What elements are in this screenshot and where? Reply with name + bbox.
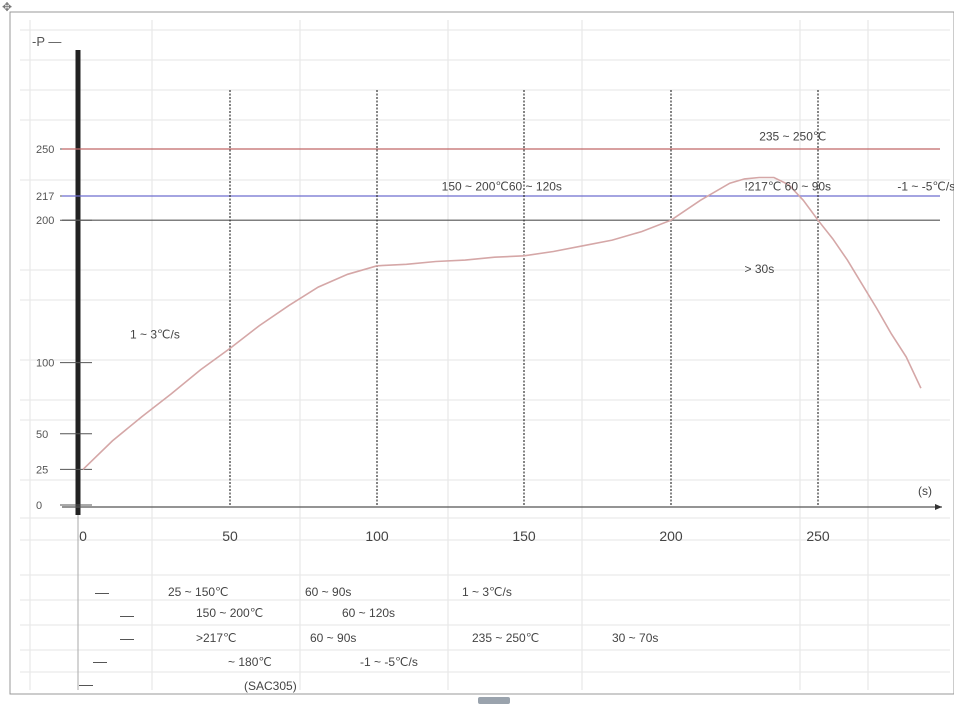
note-1-b: 60 ~ 90s (305, 585, 352, 599)
note-3-a: >217℃ (196, 631, 237, 645)
y-tick-label-50: 50 (36, 429, 48, 441)
note-dash-5 (79, 685, 93, 686)
y-axis-label: -P — (32, 34, 61, 49)
note-3-b: 60 ~ 90s (310, 631, 357, 645)
y-tick-label-25: 25 (36, 464, 48, 476)
x-tick-label-50: 50 (222, 528, 238, 544)
y-tick-label-200: 200 (36, 215, 54, 227)
y-tick-label-100: 100 (36, 358, 54, 370)
annotation-1: 150 ~ 200℃60 ~ 120s (442, 179, 562, 193)
note-3-d: 30 ~ 70s (612, 631, 659, 645)
x-tick-label-0: 0 (79, 528, 87, 544)
note-3-c: 235 ~ 250℃ (472, 631, 540, 645)
note-dash-3 (120, 639, 134, 640)
note-1-c: 1 ~ 3℃/s (462, 585, 512, 599)
x-axis-label: (s) (918, 484, 932, 498)
note-dash-2 (120, 616, 134, 617)
x-tick-label-200: 200 (659, 528, 683, 544)
annotation-0: 235 ~ 250℃ (759, 129, 826, 143)
x-tick-label-150: 150 (512, 528, 536, 544)
note-4-b: -1 ~ -5℃/s (360, 655, 418, 669)
note-2-a: 150 ~ 200℃ (196, 606, 264, 620)
y-tick-label-0: 0 (36, 500, 42, 512)
x-tick-label-250: 250 (806, 528, 830, 544)
move-icon[interactable]: ✥ (1, 0, 13, 14)
note-4-a: ~ 180℃ (228, 655, 272, 669)
x-axis-arrow (935, 504, 942, 510)
annotation-5: 1 ~ 3℃/s (130, 327, 180, 341)
y-tick-label-217: 217 (36, 191, 54, 203)
series-line-0 (82, 176, 922, 470)
note-5-a: (SAC305) (244, 679, 297, 693)
chart-frame (9, 11, 954, 695)
annotation-4: > 30s (745, 262, 775, 276)
note-dash-4 (93, 662, 107, 663)
note-1-a: 25 ~ 150℃ (168, 585, 229, 599)
x-tick-label-100: 100 (365, 528, 389, 544)
annotation-3: -1 ~ -5℃/s (897, 179, 954, 193)
scrollbar-thumb[interactable] (478, 697, 510, 704)
note-2-b: 60 ~ 120s (342, 606, 396, 620)
note-dash-1 (95, 593, 109, 594)
y-tick-label-250: 250 (36, 144, 54, 156)
annotation-2: !217℃ 60 ~ 90s (745, 179, 832, 193)
